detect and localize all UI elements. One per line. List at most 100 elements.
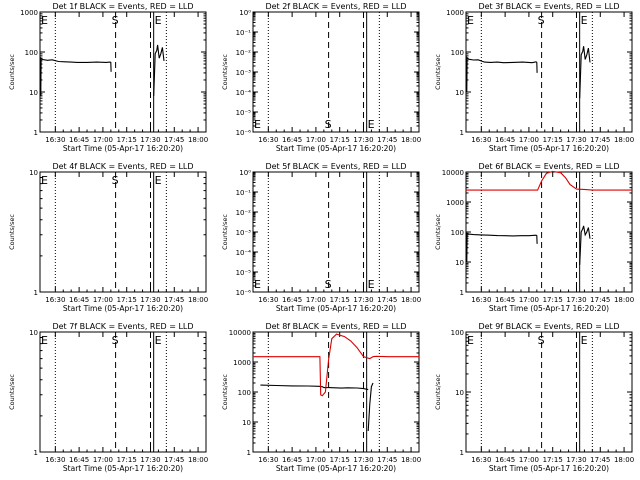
x-axis-title: Start Time (05-Apr-17 16:20:20) xyxy=(276,464,396,473)
marker-e-start: E xyxy=(41,174,48,187)
x-tick-label: 17:45 xyxy=(590,456,610,464)
plot-frame xyxy=(465,331,633,453)
y-tick-label: 10⁻² xyxy=(236,209,252,217)
x-tick-label: 16:30 xyxy=(258,136,278,144)
plot-frame xyxy=(252,331,420,453)
x-tick-label: 17:45 xyxy=(164,136,184,144)
events-series-line xyxy=(153,44,165,96)
y-tick-label: 10⁻³ xyxy=(236,69,252,77)
panel-title: Det 3f BLACK = Events, RED = LLD xyxy=(478,2,619,11)
x-axis-title: Start Time (05-Apr-17 16:20:20) xyxy=(276,144,396,153)
marker-e-end: E xyxy=(581,14,588,27)
y-tick-label: 10⁻⁶ xyxy=(236,129,252,137)
y-axis-title: Counts/sec xyxy=(434,214,442,250)
x-tick-label: 16:30 xyxy=(471,456,491,464)
x-tick-label: 17:30 xyxy=(353,456,373,464)
y-tick-label: 10⁻³ xyxy=(236,229,252,237)
y-tick-label: 1 xyxy=(34,289,38,297)
y-tick-label: 1000 xyxy=(446,199,464,207)
events-series-line xyxy=(579,225,591,265)
x-tick-label: 17:00 xyxy=(519,456,539,464)
y-tick-label: 10⁻⁴ xyxy=(236,249,252,257)
x-tick-label: 17:15 xyxy=(117,296,137,304)
events-series-line xyxy=(260,384,369,391)
y-tick-label: 100 xyxy=(451,329,464,337)
x-axis-title: Start Time (05-Apr-17 16:20:20) xyxy=(63,464,183,473)
x-tick-label: 18:00 xyxy=(188,136,208,144)
panel-det-3: Det 3f BLACK = Events, RED = LLD 1 10 100 10… xyxy=(434,2,634,153)
x-tick-label: 18:00 xyxy=(188,296,208,304)
y-tick-label: 10⁻⁵ xyxy=(236,109,252,117)
x-tick-label: 16:45 xyxy=(69,296,89,304)
y-tick-label: 10⁻¹ xyxy=(236,189,252,197)
x-tick-label: 16:30 xyxy=(258,456,278,464)
x-tick-label: 17:30 xyxy=(353,136,373,144)
x-tick-label: 16:45 xyxy=(69,456,89,464)
panel-title: Det 8f BLACK = Events, RED = LLD xyxy=(265,322,406,331)
marker-s: S xyxy=(112,14,119,27)
x-tick-label: 16:45 xyxy=(69,136,89,144)
x-axis-title: Start Time (05-Apr-17 16:20:20) xyxy=(276,304,396,313)
x-tick-label: 17:45 xyxy=(164,296,184,304)
marker-e-end: E xyxy=(368,278,375,291)
y-tick-label: 1 xyxy=(34,449,38,457)
marker-e-start: E xyxy=(467,334,474,347)
x-tick-label: 17:30 xyxy=(566,456,586,464)
x-tick-label: 17:30 xyxy=(566,136,586,144)
x-tick-label: 18:00 xyxy=(188,456,208,464)
x-axis-title: Start Time (05-Apr-17 16:20:20) xyxy=(489,304,609,313)
events-series-line xyxy=(367,382,374,432)
x-tick-label: 16:30 xyxy=(45,296,65,304)
x-tick-label: 16:45 xyxy=(495,456,515,464)
x-axis-title: Start Time (05-Apr-17 16:20:20) xyxy=(63,144,183,153)
y-tick-label: 100 xyxy=(451,229,464,237)
lld-series-line xyxy=(253,333,419,397)
x-tick-label: 18:00 xyxy=(614,296,634,304)
plot-frame xyxy=(39,331,207,453)
marker-s: S xyxy=(325,278,332,291)
x-tick-label: 17:45 xyxy=(377,296,397,304)
panel-title: Det 2f BLACK = Events, RED = LLD xyxy=(265,2,406,11)
panel-det-4: Det 4f BLACK = Events, RED = LLD 1 10 16:30… xyxy=(8,162,208,313)
panel-title: Det 6f BLACK = Events, RED = LLD xyxy=(478,162,619,171)
x-tick-label: 17:45 xyxy=(377,456,397,464)
marker-e-end: E xyxy=(368,118,375,131)
y-tick-label: 100 xyxy=(451,49,464,57)
x-tick-label: 17:15 xyxy=(543,456,563,464)
x-tick-label: 17:00 xyxy=(306,136,326,144)
x-tick-label: 16:45 xyxy=(495,296,515,304)
y-tick-label: 10 xyxy=(29,89,38,97)
marker-s: S xyxy=(112,334,119,347)
panel-det-2: Det 2f BLACK = Events, RED = LLD 10⁻⁶ 10⁻⁵… xyxy=(221,2,421,153)
plot-frame xyxy=(465,11,633,133)
x-tick-label: 17:00 xyxy=(93,296,113,304)
x-tick-label: 18:00 xyxy=(401,456,421,464)
x-tick-label: 16:30 xyxy=(258,296,278,304)
events-series-line xyxy=(40,57,112,96)
marker-e-end: E xyxy=(155,334,162,347)
events-series-line xyxy=(466,56,538,93)
panel-det-6: Det 6f BLACK = Events, RED = LLD 1 10 100 10… xyxy=(434,162,634,313)
events-series-line xyxy=(466,232,538,263)
y-tick-label: 10 xyxy=(29,329,38,337)
x-tick-label: 17:30 xyxy=(140,296,160,304)
y-tick-label: 10⁻⁵ xyxy=(236,269,252,277)
y-tick-label: 1 xyxy=(460,129,464,137)
y-tick-label: 10⁻⁶ xyxy=(236,289,252,297)
y-axis-title: Counts/sec xyxy=(221,214,229,250)
x-tick-label: 17:00 xyxy=(306,456,326,464)
marker-s: S xyxy=(325,118,332,131)
y-tick-label: 10⁰ xyxy=(239,169,251,177)
x-tick-label: 17:15 xyxy=(117,456,137,464)
marker-s: S xyxy=(112,174,119,187)
x-tick-label: 17:30 xyxy=(353,296,373,304)
x-tick-label: 16:45 xyxy=(282,136,302,144)
x-tick-label: 17:15 xyxy=(330,296,350,304)
panel-title: Det 9f BLACK = Events, RED = LLD xyxy=(478,322,619,331)
x-tick-label: 18:00 xyxy=(614,136,634,144)
x-axis-title: Start Time (05-Apr-17 16:20:20) xyxy=(489,464,609,473)
x-tick-label: 17:15 xyxy=(330,136,350,144)
x-tick-label: 17:00 xyxy=(306,296,326,304)
x-tick-label: 17:45 xyxy=(590,136,610,144)
panel-det-5: Det 5f BLACK = Events, RED = LLD 10⁻⁶ 10⁻⁵… xyxy=(221,162,421,313)
